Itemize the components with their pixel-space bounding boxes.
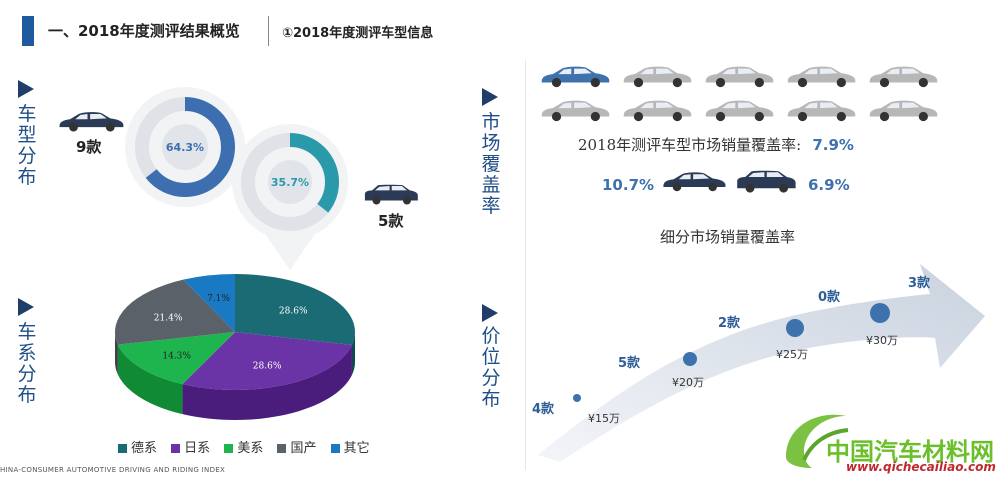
section-label-series: 车系分布 [17,321,37,406]
legend-label: 德系 [131,441,158,456]
pie-legend: 德系 日系 美系 国产 其它 [118,437,380,456]
watermark-title: 中国汽车材料网 [826,437,994,466]
pie-label-2: 14.3% [162,351,191,361]
legend-item-japanese: 日系 [171,441,210,456]
footer-text: HINA-CONSUMER AUTOMOTIVE DRIVING AND RID… [0,466,226,474]
legend-item-german: 德系 [118,441,157,456]
pie-side-2 [117,344,183,415]
legend-label: 美系 [237,441,264,456]
sedan-coverage-value: 10.7% [602,176,655,194]
series-pie-chart: 28.6% 28.6% 14.3% 21.4% 7.1% [114,274,355,420]
section-label-market: 市场覆盖率 [481,111,501,217]
car-grid-car-icon [869,100,938,122]
coverage-row: 2018年测评车型市场销量覆盖率: 7.9% [578,134,854,155]
sedan-icon [59,112,124,132]
legend-item-american: 美系 [224,441,263,456]
price-count-4: 0款 [818,290,841,305]
sedan-count: 9款 [76,138,102,156]
sedan-donut: 64.3% [125,87,245,207]
legend-label: 其它 [343,441,370,456]
car-grid-car-icon [705,100,774,122]
pie-side-1 [182,345,352,420]
pie-slice-4 [183,274,235,332]
donut-center [268,160,312,204]
suv-count: 5款 [378,212,404,230]
header-divider [268,16,269,46]
section-marker-icon [18,298,34,316]
legend-label: 日系 [184,441,211,456]
pie-side-3 [115,332,118,375]
legend-label: 国产 [290,441,317,456]
page-subtitle: ①2018年度测评车型信息 [282,26,434,41]
watermark-logo-icon [786,414,849,468]
price-dot [870,303,890,323]
legend-swatch [118,444,127,453]
pie-slice-2 [117,332,235,385]
section-label-car-type: 车型分布 [17,103,37,188]
sedan-donut-arc [135,97,235,197]
price-count-1: 4款 [532,402,555,417]
car-grid-car-icon [869,66,938,88]
car-grid-icons [541,66,938,122]
price-count-3: 2款 [718,316,741,331]
pie-label-1: 28.6% [253,361,282,371]
car-grid [538,62,958,134]
legend-swatch [224,444,234,453]
price-dot [786,319,804,337]
price-label-25: ¥25万 [776,348,808,361]
pie-slices [114,274,355,390]
pie-labels: 28.6% 28.6% 14.3% 21.4% 7.1% [154,294,308,372]
price-label-30: ¥30万 [866,334,898,347]
suv-pct-label: 35.7% [271,176,309,189]
coverage-value: 7.9% [812,136,854,154]
price-dot [683,352,697,366]
suv-coverage-value: 6.9% [808,176,850,194]
donut-center [162,124,208,170]
pie-label-0: 28.6% [279,307,308,317]
section-marker-icon [482,88,498,106]
suv-donut: 35.7% [232,124,348,270]
pie-label-3: 21.4% [154,313,183,323]
page-title: 一、2018年度测评结果概览 [48,22,240,40]
sedan-pct-label: 64.3% [166,141,204,154]
legend-swatch [277,444,287,453]
car-grid-car-icon [705,66,774,88]
pie-slice-3 [114,279,235,345]
price-label-20: ¥20万 [672,376,704,389]
price-arrow [538,264,985,462]
section-label-price: 价位分布 [481,325,501,410]
coverage-label: 2018年测评车型市场销量覆盖率: [578,136,802,154]
legend-swatch [171,444,181,453]
car-grid-car-icon [541,66,610,88]
pie-slice-1 [182,332,352,390]
car-grid-car-icon [787,66,856,88]
price-count-5: 3款 [908,276,931,291]
segment-coverage-label: 细分市场销量覆盖率 [660,228,796,246]
pie-sides [115,332,355,420]
sedan-coverage-icon [663,172,726,192]
car-grid-car-icon [623,100,692,122]
car-grid-car-icon [787,100,856,122]
suv-coverage-icon [737,170,796,193]
price-dot [573,394,581,402]
section-marker-icon [18,80,34,98]
suv-icon [364,184,418,205]
price-label-15: ¥15万 [588,412,620,425]
pie-label-4: 7.1% [207,294,230,304]
legend-item-domestic: 国产 [277,441,316,456]
header-accent-bar [22,16,34,46]
pie-side-0 [351,332,355,376]
watermark-url: www.qichecailiao.com [846,460,996,474]
car-grid-car-icon [541,100,610,122]
column-divider [525,60,526,470]
price-count-2: 5款 [618,356,641,371]
car-grid-car-icon [623,66,692,88]
legend-swatch [330,444,340,453]
section-marker-icon [482,304,498,322]
pie-slice-0 [235,274,355,346]
suv-donut-arc [241,133,339,231]
legend-item-other: 其它 [330,441,370,456]
